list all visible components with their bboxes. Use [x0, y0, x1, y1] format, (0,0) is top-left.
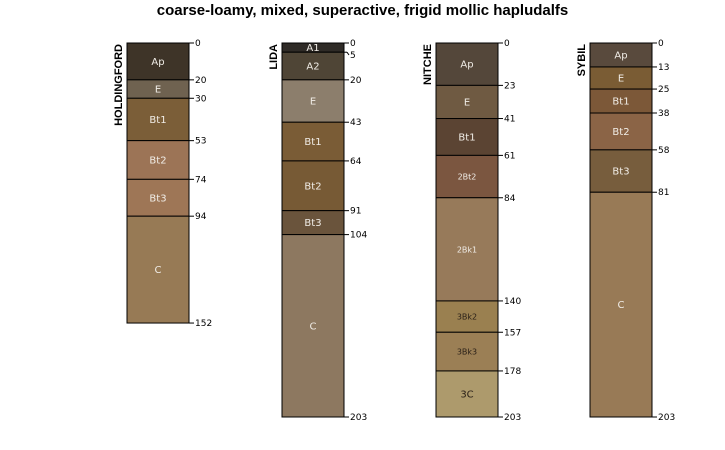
profile-lida: LIDA A1 A2 E Bt1 Bt2 Bt3 C 0 5 20 43 64 91 104 203: [268, 39, 367, 423]
horizon-ap: [435, 42, 499, 86]
horizon-label: 3Bk2: [457, 313, 477, 322]
horizon-label: Bt2: [612, 127, 629, 138]
depth-label: 20: [350, 76, 362, 86]
depth-label: 58: [658, 146, 670, 156]
profile-name: HOLDINGFORD: [113, 44, 125, 126]
depth-label: 152: [195, 319, 212, 329]
horizon-bt1: [126, 97, 190, 142]
horizon-label: A2: [306, 62, 319, 73]
profile-nitche: NITCHE Ap E Bt1 2Bt2 2Bk1 3Bk2 3Bk3 3C 0 23 41 61 84 1…: [422, 39, 521, 423]
horizon-label: E: [618, 74, 624, 85]
chart-title: coarse-loamy, mixed, superactive, frigid…: [156, 2, 569, 19]
depth-label: 0: [195, 39, 201, 49]
depth-label: 0: [504, 39, 510, 49]
horizon-label: Ap: [460, 60, 473, 71]
horizon-label: C: [618, 300, 625, 311]
profile-holdingford: HOLDINGFORD Ap E Bt1 Bt2 Bt3 C 0 20 30 53 74 94 152: [113, 39, 212, 329]
horizon-c: [281, 234, 345, 418]
profile-name: NITCHE: [422, 44, 434, 85]
depth-label: 91: [350, 207, 361, 217]
horizon-label: Bt3: [149, 193, 166, 204]
horizon-label: C: [155, 265, 162, 276]
horizon-label: Bt2: [149, 155, 166, 166]
horizon-label: Bt1: [612, 97, 629, 108]
horizon-ap: [126, 42, 190, 81]
depth-label: 81: [658, 188, 669, 198]
depth-label: 61: [504, 151, 515, 161]
depth-label: 94: [195, 212, 207, 222]
horizon-label: E: [464, 97, 470, 108]
depth-label: 178: [504, 367, 521, 377]
depth-label: 74: [195, 175, 207, 185]
horizon-label: Bt1: [458, 132, 475, 143]
horizon-3bk2: [435, 300, 499, 333]
depth-label: 157: [504, 328, 521, 338]
horizon-bt2: [281, 160, 345, 212]
profile-name: SYBIL: [576, 44, 588, 77]
depth-label: 5: [350, 51, 356, 61]
horizon-bt3: [589, 149, 653, 193]
profile-sybil: SYBIL Ap E Bt1 Bt2 Bt3 C 0 13 25 38 58 81 203: [576, 39, 675, 423]
depth-label: 64: [350, 157, 362, 167]
horizon-label: Bt1: [149, 115, 166, 126]
horizon-label: A1: [306, 43, 319, 54]
horizon-2bt2: [435, 154, 499, 199]
depth-label: 43: [350, 118, 361, 128]
horizon-e: [435, 84, 499, 120]
depth-label: 203: [658, 413, 675, 423]
horizon-label: Ap: [614, 50, 627, 61]
depth-label: 53: [195, 137, 206, 147]
depth-label: 20: [195, 76, 207, 86]
horizon-3c: [435, 370, 499, 418]
depth-label: 0: [658, 39, 664, 49]
horizon-e: [281, 79, 345, 123]
horizon-3bk3: [435, 331, 499, 372]
horizon-c: [126, 215, 190, 324]
horizon-label: C: [310, 321, 317, 332]
horizon-2bk1: [435, 197, 499, 302]
depth-label: 84: [504, 194, 516, 204]
horizon-label: E: [155, 85, 161, 96]
depth-label: 104: [350, 231, 367, 241]
horizon-label: 2Bt2: [458, 173, 477, 182]
depth-leader: [346, 51, 350, 56]
depth-label: 38: [658, 109, 670, 119]
horizon-label: Bt1: [304, 137, 321, 148]
depth-label: 23: [504, 81, 515, 91]
horizon-label: 3C: [460, 389, 473, 400]
horizon-label: Bt3: [612, 167, 629, 178]
depth-label: 0: [350, 39, 356, 49]
depth-label: 13: [658, 63, 669, 73]
depth-label: 140: [504, 297, 521, 307]
depth-label: 25: [658, 85, 669, 95]
depth-label: 41: [504, 115, 515, 125]
horizon-c: [589, 191, 653, 418]
depth-label: 203: [504, 413, 521, 423]
horizon-label: Bt2: [304, 181, 321, 192]
horizon-label: 2Bk1: [457, 245, 477, 254]
depth-label: 203: [350, 413, 367, 423]
profile-name: LIDA: [268, 44, 280, 70]
horizon-label: E: [310, 97, 316, 108]
horizon-label: Bt3: [304, 218, 321, 229]
horizon-label: Ap: [151, 57, 164, 68]
depth-label: 30: [195, 94, 207, 104]
horizon-bt1: [281, 121, 345, 162]
horizon-label: 3Bk3: [457, 348, 477, 357]
